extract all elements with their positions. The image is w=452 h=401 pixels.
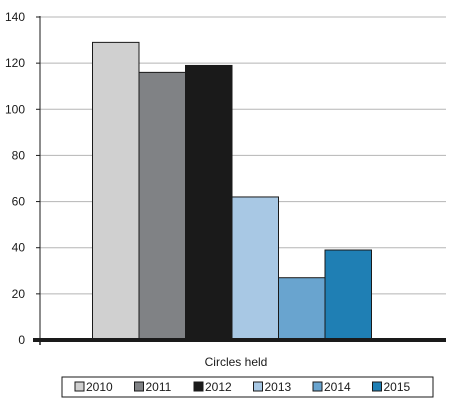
legend-swatch-2013 xyxy=(253,381,263,392)
bar-2012 xyxy=(185,64,233,341)
legend-swatch-2012 xyxy=(193,381,204,392)
y-tick-label: 60 xyxy=(12,195,26,209)
y-tick-label: 0 xyxy=(18,333,25,347)
legend-label-2015: 2015 xyxy=(384,380,411,394)
legend-swatch-2011 xyxy=(134,381,144,392)
y-tick-label: 120 xyxy=(5,56,25,70)
legend-label-2014: 2014 xyxy=(324,380,351,394)
bar-2014 xyxy=(278,277,326,341)
y-tick-label: 80 xyxy=(12,148,26,162)
bar-2011 xyxy=(138,71,186,341)
legend-label-2011: 2011 xyxy=(146,380,172,394)
legend-label-2012: 2012 xyxy=(205,380,232,394)
legend-label-2010: 2010 xyxy=(86,380,113,394)
y-tick-label: 100 xyxy=(5,102,25,116)
legend-swatch-2010 xyxy=(74,381,85,392)
y-tick-label: 40 xyxy=(12,241,26,255)
legend-swatch-2015 xyxy=(372,381,382,392)
legend-box xyxy=(61,376,434,398)
bars xyxy=(92,41,372,341)
axes xyxy=(33,16,446,345)
bar-2015 xyxy=(324,249,372,341)
y-tick-label: 20 xyxy=(12,287,26,301)
y-tick-label: 140 xyxy=(5,10,25,24)
y-axis-tick-labels: 0 20 40 60 80 100 120 140 xyxy=(5,10,25,347)
bar-2010 xyxy=(92,41,140,341)
legend: 2010 2011 2012 2013 2014 2015 xyxy=(61,376,434,398)
legend-swatch-2014 xyxy=(312,381,323,392)
legend-label-2013: 2013 xyxy=(265,380,292,394)
x-axis-label: Circles held xyxy=(205,355,268,369)
bar-2013 xyxy=(231,196,279,341)
